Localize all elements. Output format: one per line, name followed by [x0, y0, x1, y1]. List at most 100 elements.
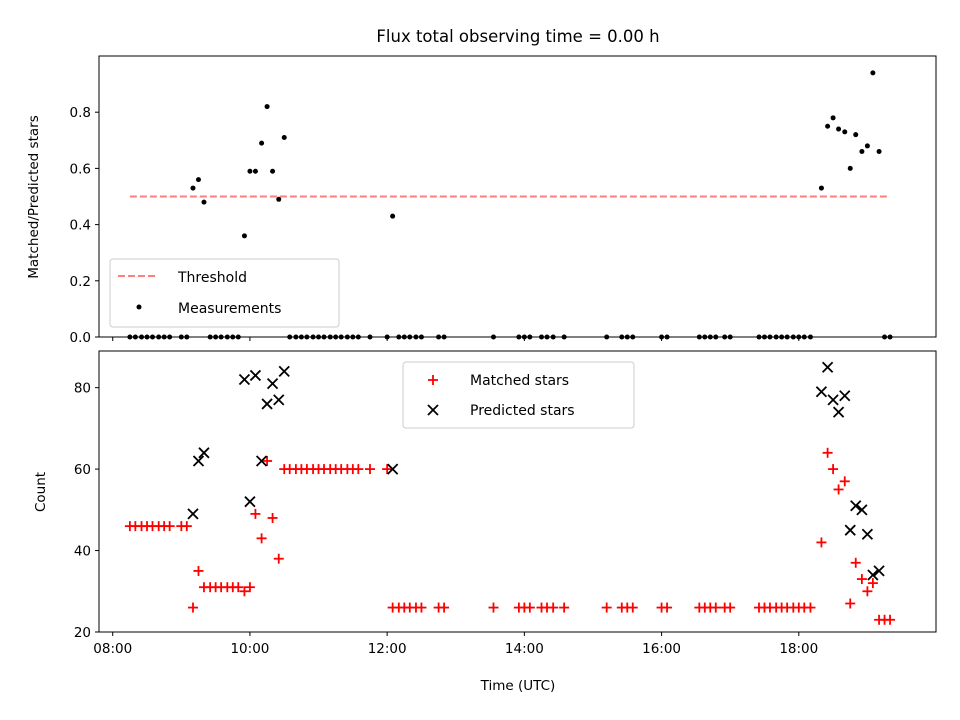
- legend-predicted-label: Predicted stars: [470, 403, 575, 419]
- matched-star-point: [839, 476, 850, 487]
- legend-matched-label: Matched stars: [470, 373, 569, 389]
- matched-star-point: [627, 602, 638, 613]
- measurement-point: [830, 115, 836, 121]
- predicted-star-point: [839, 390, 851, 402]
- matched-star-point: [601, 602, 612, 613]
- predicted-star-point: [827, 394, 839, 406]
- matched-star-point: [845, 598, 856, 609]
- predicted-star-point: [867, 569, 879, 581]
- top-ytick-label: 0.4: [70, 218, 91, 234]
- top-plot-frame: [98, 55, 937, 338]
- predicted-star-point: [861, 528, 874, 540]
- bottom-legend-box: [402, 361, 635, 429]
- predicted-star-point: [266, 377, 279, 390]
- predicted-star-point: [821, 361, 834, 373]
- predicted-star-point: [844, 524, 856, 536]
- matched-star-point: [833, 484, 844, 495]
- measurement-point: [259, 140, 265, 146]
- bottom-ytick-label: 60: [74, 462, 91, 478]
- legend-predicted-marker: [427, 404, 439, 416]
- matched-star-point: [856, 574, 867, 585]
- matched-star-point: [233, 582, 244, 593]
- x-axis-label: Time (UTC): [480, 678, 556, 694]
- predicted-star-point: [261, 398, 273, 410]
- measurement-point: [195, 177, 201, 183]
- matched-star-point: [187, 602, 198, 613]
- measurement-point: [876, 149, 882, 155]
- predicted-star-point: [850, 500, 862, 512]
- matched-star-point: [239, 586, 250, 597]
- predicted-star-point: [856, 504, 868, 516]
- matched-star-point: [559, 602, 570, 613]
- top-ytick-label: 0.2: [70, 274, 91, 290]
- top-legend: Threshold Measurements: [109, 258, 340, 328]
- predicted-star-point: [815, 386, 828, 398]
- measurement-point: [390, 213, 396, 219]
- matched-star-point: [816, 537, 827, 548]
- predicted-star-point: [278, 365, 290, 377]
- matched-star-point: [244, 582, 255, 593]
- legend-matched-marker: [428, 375, 438, 385]
- matched-star-point: [725, 602, 736, 613]
- matched-star-point: [822, 447, 833, 458]
- matched-star-point: [416, 602, 427, 613]
- measurement-point: [842, 129, 848, 135]
- predicted-star-point: [832, 406, 845, 418]
- matched-star-point: [439, 602, 450, 613]
- measurement-point: [825, 123, 831, 129]
- matched-star-point: [353, 464, 364, 475]
- measurement-point: [859, 149, 865, 155]
- matched-star-point: [488, 602, 499, 613]
- matched-star-point: [805, 602, 816, 613]
- predicted-star-point: [244, 496, 256, 508]
- measurement-point: [247, 168, 253, 174]
- matched-star-point: [710, 602, 721, 613]
- measurement-point: [252, 168, 258, 174]
- predicted-star-point: [187, 508, 199, 520]
- predicted-star-point: [255, 455, 268, 467]
- predicted-star-point: [273, 394, 285, 406]
- top-ytick-label: 0.8: [70, 105, 91, 121]
- legend-threshold-label: Threshold: [177, 270, 247, 286]
- matched-star-point: [850, 557, 861, 568]
- matched-star-point: [181, 521, 192, 532]
- measurement-point: [864, 143, 870, 149]
- legend-measurements-swatch: [136, 304, 142, 310]
- matched-star-point: [524, 602, 535, 613]
- top-ytick-label: 0.6: [70, 161, 91, 177]
- bottom-xtick-label: 12:00: [368, 641, 407, 657]
- matched-star-point: [250, 508, 261, 519]
- chart-title: Flux total observing time = 0.00 h: [376, 27, 659, 46]
- matched-star-point: [193, 565, 204, 576]
- matched-star-point: [267, 512, 278, 523]
- matched-star-point: [273, 553, 284, 564]
- top-panel: 0.00.20.40.60.8 Matched/Predicted stars …: [26, 55, 937, 346]
- predicted-star-point: [198, 447, 210, 459]
- matched-star-point: [662, 602, 673, 613]
- measurement-point: [241, 233, 247, 239]
- measurement-point: [264, 104, 270, 110]
- matched-star-point: [164, 521, 175, 532]
- bottom-xtick-label: 14:00: [505, 641, 544, 657]
- measurement-point: [281, 134, 287, 140]
- matched-star-point: [867, 578, 878, 589]
- predicted-star-point: [386, 463, 399, 475]
- bottom-legend: Matched stars Predicted stars: [402, 361, 635, 429]
- bottom-ytick-label: 20: [74, 625, 91, 641]
- matched-star-point: [256, 533, 267, 544]
- legend-measurements-label: Measurements: [178, 301, 281, 317]
- bottom-xtick-label: 18:00: [779, 641, 818, 657]
- measurement-point: [870, 70, 876, 76]
- matched-star-point: [885, 614, 896, 625]
- matched-star-point: [262, 455, 273, 466]
- measurement-point: [847, 165, 853, 171]
- measurement-point: [270, 168, 276, 174]
- measurement-point: [853, 132, 859, 138]
- legend-predicted-swatch: [427, 404, 439, 416]
- top-legend-box: [109, 258, 340, 328]
- measurement-point: [201, 199, 207, 205]
- bottom-y-axis-label: Count: [33, 472, 49, 512]
- top-ytick-label: 0.0: [70, 330, 91, 346]
